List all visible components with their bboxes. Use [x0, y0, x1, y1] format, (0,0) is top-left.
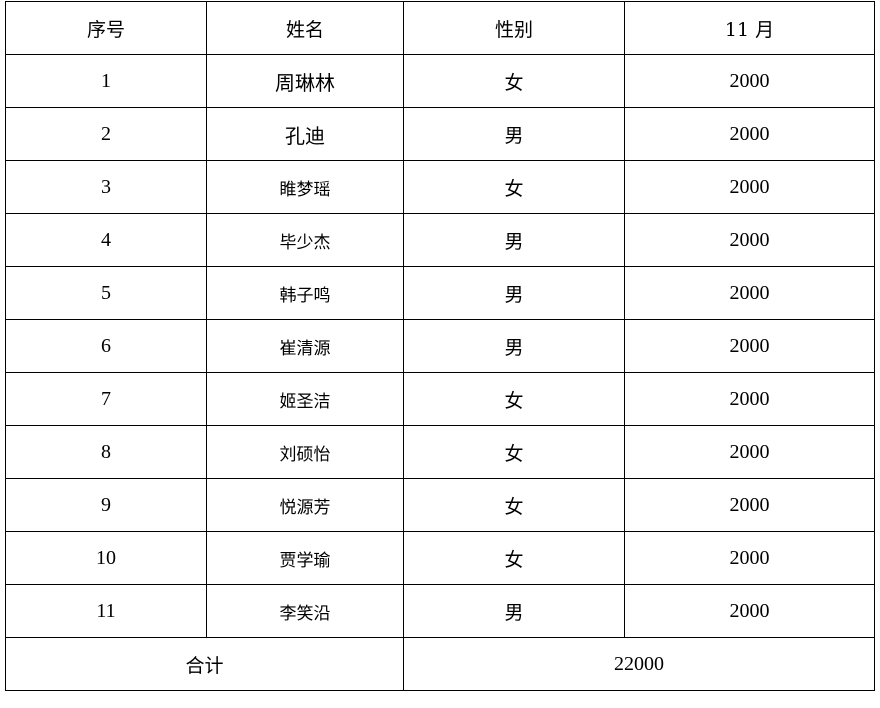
row-name: 孔迪: [206, 107, 404, 161]
row-amount: 2000: [624, 107, 875, 161]
row-name: 贾学瑜: [206, 531, 404, 585]
total-row: 合计 22000: [5, 637, 875, 691]
table-row: 8 刘硕怡女 2000: [5, 425, 875, 479]
row-amount: 2000: [624, 160, 875, 214]
table-row: 5 韩子鸣男 2000: [5, 266, 875, 320]
table-row: 3 睢梦瑶女 2000: [5, 160, 875, 214]
row-amount: 2000: [624, 531, 875, 585]
table-row: 4 毕少杰男 2000: [5, 213, 875, 267]
row-number: 4: [5, 213, 207, 267]
row-gender: 男: [403, 107, 625, 161]
row-number: 1: [5, 54, 207, 108]
row-amount: 2000: [624, 54, 875, 108]
row-name: 李笑沿: [206, 584, 404, 638]
table-row: 11 李笑沿男 2000: [5, 584, 875, 638]
row-amount: 2000: [624, 584, 875, 638]
header-gender: 性别: [403, 1, 625, 55]
row-number: 8: [5, 425, 207, 479]
row-number: 9: [5, 478, 207, 532]
row-name: 毕少杰: [206, 213, 404, 267]
header-name: 姓名: [206, 1, 404, 55]
row-gender: 女: [403, 478, 625, 532]
row-gender: 女: [403, 54, 625, 108]
row-gender: 女: [403, 425, 625, 479]
header-no: 序号: [5, 1, 207, 55]
row-amount: 2000: [624, 319, 875, 373]
table-row: 10 贾学瑜女 2000: [5, 531, 875, 585]
row-name: 姬圣洁: [206, 372, 404, 426]
total-value: 22000: [403, 637, 875, 691]
row-number: 3: [5, 160, 207, 214]
row-amount: 2000: [624, 213, 875, 267]
row-name: 韩子鸣: [206, 266, 404, 320]
row-name: 悦源芳: [206, 478, 404, 532]
row-name: 刘硕怡: [206, 425, 404, 479]
row-name: 周琳林: [206, 54, 404, 108]
row-number: 5: [5, 266, 207, 320]
row-gender: 男: [403, 266, 625, 320]
row-number: 6: [5, 319, 207, 373]
row-amount: 2000: [624, 266, 875, 320]
row-amount: 2000: [624, 372, 875, 426]
row-gender: 男: [403, 584, 625, 638]
table-row: 1 周琳林女 2000: [5, 54, 875, 108]
table-row: 9 悦源芳女 2000: [5, 478, 875, 532]
table-row: 6 崔清源男 2000: [5, 319, 875, 373]
row-name: 崔清源: [206, 319, 404, 373]
table-row: 2 孔迪男 2000: [5, 107, 875, 161]
header-month: 11 月: [624, 1, 875, 55]
row-number: 11: [5, 584, 207, 638]
row-gender: 男: [403, 319, 625, 373]
row-gender: 女: [403, 160, 625, 214]
row-amount: 2000: [624, 478, 875, 532]
header-row: 序号 姓名 性别 11 月: [5, 1, 875, 55]
row-number: 10: [5, 531, 207, 585]
row-number: 7: [5, 372, 207, 426]
total-label: 合计: [5, 637, 404, 691]
table-row: 7 姬圣洁女 2000: [5, 372, 875, 426]
row-amount: 2000: [624, 425, 875, 479]
row-gender: 女: [403, 531, 625, 585]
salary-table: 序号 姓名 性别 11 月 1 周琳林女 2000 2 孔迪男 2000 3 睢梦瑶女 2000…: [5, 1, 875, 691]
row-name: 睢梦瑶: [206, 160, 404, 214]
row-gender: 女: [403, 372, 625, 426]
row-number: 2: [5, 107, 207, 161]
row-gender: 男: [403, 213, 625, 267]
